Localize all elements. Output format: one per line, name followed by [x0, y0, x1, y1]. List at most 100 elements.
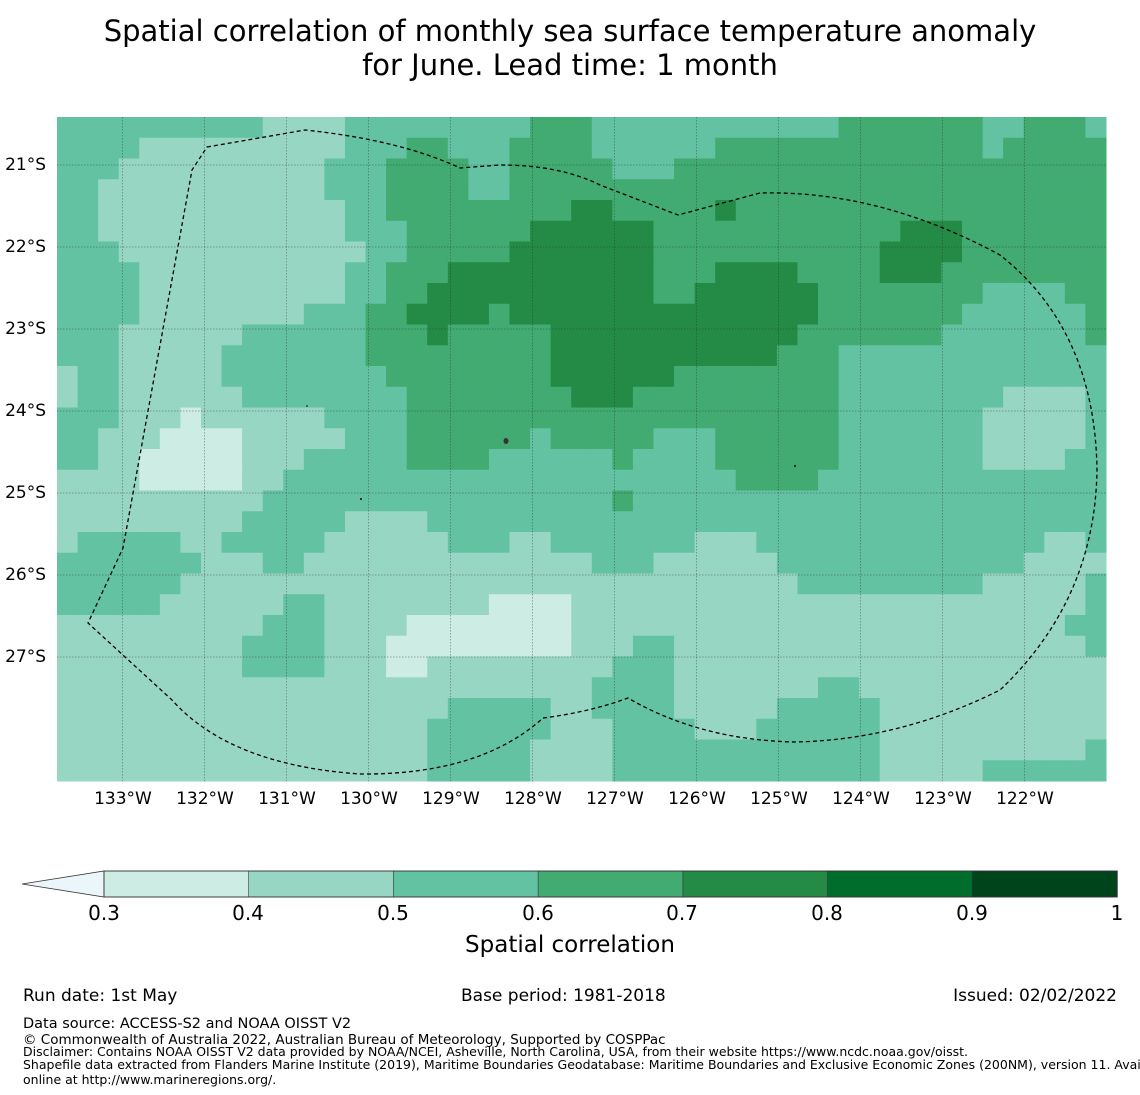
heatmap-cell	[920, 656, 942, 678]
heatmap-cell	[98, 407, 120, 429]
heatmap-cell	[98, 594, 120, 616]
heatmap-cell	[530, 552, 552, 574]
heatmap-cell	[262, 739, 284, 761]
heatmap-cell	[900, 449, 922, 471]
heatmap-cell	[324, 552, 346, 574]
heatmap-cell	[77, 615, 99, 637]
heatmap-cell	[653, 386, 675, 408]
lat-tick-label: 25°S	[5, 483, 46, 503]
heatmap-cell	[98, 366, 120, 388]
heatmap-cell	[303, 594, 325, 616]
heatmap-cell	[509, 635, 531, 657]
heatmap-cell	[859, 552, 881, 574]
heatmap-cell	[982, 407, 1004, 429]
heatmap-cell	[386, 469, 408, 491]
heatmap-cell	[1044, 490, 1066, 512]
heatmap-cell	[200, 262, 223, 284]
heatmap-cell	[242, 656, 264, 678]
heatmap-cell	[509, 656, 531, 678]
heatmap-cell	[962, 345, 984, 367]
heatmap-cell	[509, 615, 531, 637]
heatmap-cell	[879, 303, 901, 325]
heatmap-cell	[1085, 407, 1107, 429]
heatmap-cell	[1085, 615, 1107, 637]
heatmap-cell	[920, 303, 942, 325]
heatmap-cell	[962, 283, 984, 305]
heatmap-cell	[221, 511, 243, 533]
heatmap-cell	[797, 220, 819, 242]
heatmap-cell	[879, 615, 901, 637]
heatmap-cell	[406, 179, 428, 201]
heatmap-cell	[386, 117, 408, 139]
heatmap-cell	[303, 552, 325, 574]
heatmap-cell	[262, 366, 284, 388]
heatmap-cell	[1023, 283, 1045, 305]
heatmap-cell	[221, 200, 243, 222]
heatmap-cell	[57, 158, 79, 180]
heatmap-cell	[57, 324, 79, 346]
heatmap-cell	[488, 698, 511, 720]
heatmap-cell	[77, 200, 99, 222]
heatmap-cell	[818, 407, 840, 429]
heatmap-cell	[612, 262, 634, 284]
heatmap-cell	[756, 615, 778, 637]
heatmap-cell	[756, 137, 778, 159]
heatmap-cell	[756, 698, 778, 720]
heatmap-cell	[98, 635, 120, 657]
heatmap-cell	[550, 760, 572, 782]
heatmap-cell	[283, 469, 305, 491]
heatmap-cell	[818, 573, 840, 595]
heatmap-cell	[735, 137, 757, 159]
heatmap-cell	[406, 262, 428, 284]
heatmap-cell	[488, 407, 511, 429]
heatmap-cell	[159, 283, 181, 305]
heatmap-cell	[756, 283, 778, 305]
heatmap-cell	[776, 407, 798, 429]
heatmap-cell	[715, 532, 737, 554]
heatmap-cell	[1023, 449, 1045, 471]
heatmap-cell	[1044, 158, 1066, 180]
heatmap-cell	[632, 366, 654, 388]
heatmap-cell	[941, 117, 963, 139]
heatmap-cell	[180, 449, 202, 471]
heatmap-cell	[900, 407, 922, 429]
heatmap-cell	[324, 594, 346, 616]
heatmap-cell	[1023, 511, 1045, 533]
heatmap-cell	[180, 490, 202, 512]
heatmap-cell	[797, 283, 819, 305]
heatmap-cell	[1044, 594, 1066, 616]
heatmap-cell	[591, 200, 613, 222]
heatmap-cell	[1003, 137, 1025, 159]
heatmap-cell	[962, 137, 984, 159]
heatmap-cell	[674, 677, 696, 699]
heatmap-cell	[612, 428, 634, 450]
heatmap-cell	[694, 469, 716, 491]
heatmap-cell	[242, 760, 264, 782]
heatmap-cell	[406, 324, 428, 346]
heatmap-cell	[386, 345, 408, 367]
heatmap-cell	[632, 677, 654, 699]
colorbar-bin	[971, 870, 1118, 898]
heatmap-cell	[550, 573, 572, 595]
heatmap-cell	[1003, 303, 1025, 325]
heatmap-cell	[818, 220, 840, 242]
heatmap-cell	[344, 552, 367, 574]
island-pitcairn	[503, 438, 509, 444]
heatmap-cell	[530, 760, 552, 782]
heatmap-cell	[818, 615, 840, 637]
heatmap-cell	[756, 303, 778, 325]
heatmap-cell	[427, 573, 449, 595]
heatmap-cell	[591, 345, 613, 367]
heatmap-cell	[344, 594, 367, 616]
heatmap-cell	[365, 615, 387, 637]
heatmap-cell	[612, 386, 634, 408]
heatmap-cell	[180, 677, 202, 699]
heatmap-cell	[139, 656, 161, 678]
heatmap-cell	[221, 469, 243, 491]
heatmap-cell	[530, 677, 552, 699]
heatmap-cell	[735, 345, 757, 367]
heatmap-cell	[98, 262, 120, 284]
heatmap-cell	[879, 635, 901, 657]
heatmap-cell	[612, 366, 634, 388]
heatmap-cell	[591, 220, 613, 242]
